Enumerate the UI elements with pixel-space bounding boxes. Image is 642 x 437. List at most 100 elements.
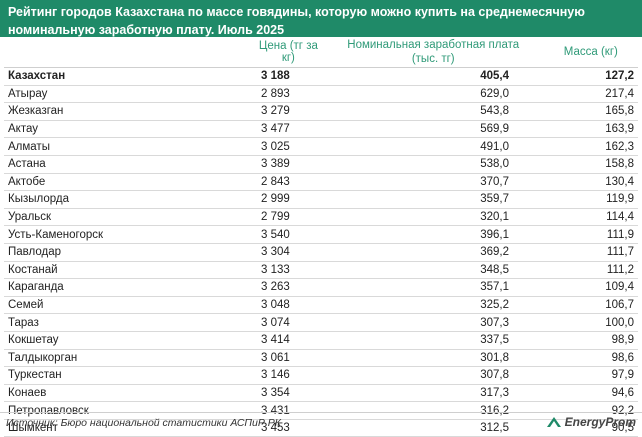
- wage-cell: 629,0: [345, 85, 513, 104]
- mass-cell: 106,7: [513, 296, 638, 315]
- mass-cell: 97,9: [513, 366, 638, 385]
- mass-cell: 92,2: [513, 401, 638, 420]
- table-row: Костанай 3 133 348,5 111,2: [4, 261, 638, 280]
- column-headers: Цена (тг за кг) Номинальная заработная п…: [0, 37, 642, 67]
- wage-cell: 348,5: [345, 261, 513, 280]
- price-cell: 3 304: [257, 243, 345, 262]
- table-row: Астана 3 389 538,0 158,8: [4, 155, 638, 174]
- table-row: Семей 3 048 325,2 106,7: [4, 296, 638, 315]
- mass-cell: 119,9: [513, 190, 638, 209]
- city-name: Атырау: [4, 85, 257, 104]
- wage-cell: 491,0: [345, 137, 513, 156]
- table-row: Актобе 2 843 370,7 130,4: [4, 173, 638, 192]
- price-cell: 2 999: [257, 190, 345, 209]
- wage-cell: 569,9: [345, 120, 513, 139]
- city-name: Актау: [4, 120, 257, 139]
- wage-cell: 317,3: [345, 384, 513, 403]
- city-name: Павлодар: [4, 243, 257, 262]
- wage-cell: 316,2: [345, 401, 513, 420]
- header-price: Цена (тг за кг): [258, 40, 318, 64]
- header-mass: Масса (кг): [563, 46, 618, 58]
- wage-cell: 307,3: [345, 313, 513, 332]
- price-cell: 3 263: [257, 278, 345, 297]
- wage-cell: 405,4: [345, 67, 513, 86]
- wage-cell: 538,0: [345, 155, 513, 174]
- wage-cell: 370,7: [345, 173, 513, 192]
- mass-cell: 98,6: [513, 349, 638, 368]
- mass-cell: 162,3: [513, 137, 638, 156]
- mass-cell: 127,2: [513, 67, 638, 86]
- price-cell: 2 893: [257, 85, 345, 104]
- city-name: Алматы: [4, 137, 257, 156]
- energyprom-logo: EnergyProm: [545, 415, 636, 429]
- price-cell: 3 133: [257, 261, 345, 280]
- table-row: Уральск 2 799 320,1 114,4: [4, 208, 638, 227]
- wage-cell: 301,8: [345, 349, 513, 368]
- mass-cell: 98,9: [513, 331, 638, 350]
- table-row: Жезказган 3 279 543,8 165,8: [4, 102, 638, 121]
- data-table: Казахстан 3 188 405,4 127,2 Атырау 2 893 629,0…: [4, 67, 638, 437]
- mass-cell: 114,4: [513, 208, 638, 227]
- city-name: Туркестан: [4, 366, 257, 385]
- wage-cell: 307,8: [345, 366, 513, 385]
- table-row: Талдыкорган 3 061 301,8 98,6: [4, 349, 638, 368]
- wage-cell: 396,1: [345, 225, 513, 244]
- mass-cell: 109,4: [513, 278, 638, 297]
- table-row: Конаев 3 354 317,3 94,6: [4, 384, 638, 403]
- table-row: Кызылорда 2 999 359,7 119,9: [4, 190, 638, 209]
- price-cell: 3 146: [257, 366, 345, 385]
- table-row: Актау 3 477 569,9 163,9: [4, 120, 638, 139]
- city-name: Актобе: [4, 173, 257, 192]
- wage-cell: 325,2: [345, 296, 513, 315]
- table-row-total: Казахстан 3 188 405,4 127,2: [4, 67, 638, 86]
- price-cell: 3 414: [257, 331, 345, 350]
- city-name: Петропавловск: [4, 401, 257, 420]
- city-name: Усть-Каменогорск: [4, 225, 257, 244]
- price-cell: 3 279: [257, 102, 345, 121]
- city-name: Караганда: [4, 278, 257, 297]
- table-row: Усть-Каменогорск 3 540 396,1 111,9: [4, 225, 638, 244]
- table-row: Алматы 3 025 491,0 162,3: [4, 137, 638, 156]
- price-cell: 3 048: [257, 296, 345, 315]
- wage-cell: 359,7: [345, 190, 513, 209]
- table-row: Караганда 3 263 357,1 109,4: [4, 278, 638, 297]
- mass-cell: 130,4: [513, 173, 638, 192]
- table-row: Атырау 2 893 629,0 217,4: [4, 85, 638, 104]
- energyprom-logo-icon: [546, 417, 561, 427]
- page-title: Рейтинг городов Казахстана по массе говя…: [0, 0, 642, 37]
- city-name: Уральск: [4, 208, 257, 227]
- price-cell: 3 540: [257, 225, 345, 244]
- city-name: Конаев: [4, 384, 257, 403]
- table-row: Петропавловск 3 431 316,2 92,2: [4, 401, 638, 420]
- wage-cell: 357,1: [345, 278, 513, 297]
- price-cell: 3 074: [257, 313, 345, 332]
- table-row: Тараз 3 074 307,3 100,0: [4, 313, 638, 332]
- price-cell: 3 025: [257, 137, 345, 156]
- mass-cell: 111,9: [513, 225, 638, 244]
- price-cell: 3 389: [257, 155, 345, 174]
- source-note: Источник: Бюро национальной статистики А…: [6, 417, 281, 429]
- city-name: Кызылорда: [4, 190, 257, 209]
- logo-text: EnergyProm: [564, 415, 636, 429]
- footer: Источник: Бюро национальной статистики А…: [0, 412, 642, 433]
- mass-cell: 111,2: [513, 261, 638, 280]
- mass-cell: 111,7: [513, 243, 638, 262]
- price-cell: 3 061: [257, 349, 345, 368]
- city-name: Тараз: [4, 313, 257, 332]
- price-cell: 3 477: [257, 120, 345, 139]
- mass-cell: 217,4: [513, 85, 638, 104]
- table-row: Павлодар 3 304 369,2 111,7: [4, 243, 638, 262]
- city-name: Жезказган: [4, 102, 257, 121]
- city-name: Костанай: [4, 261, 257, 280]
- header-wage: Номинальная заработная плата (тыс. тг): [347, 39, 520, 65]
- wage-cell: 320,1: [345, 208, 513, 227]
- wage-cell: 369,2: [345, 243, 513, 262]
- price-cell: 2 843: [257, 173, 345, 192]
- mass-cell: 94,6: [513, 384, 638, 403]
- wage-cell: 337,5: [345, 331, 513, 350]
- price-cell: 3 431: [257, 401, 345, 420]
- price-cell: 2 799: [257, 208, 345, 227]
- city-name: Казахстан: [4, 67, 257, 86]
- mass-cell: 165,8: [513, 102, 638, 121]
- table-row: Туркестан 3 146 307,8 97,9: [4, 366, 638, 385]
